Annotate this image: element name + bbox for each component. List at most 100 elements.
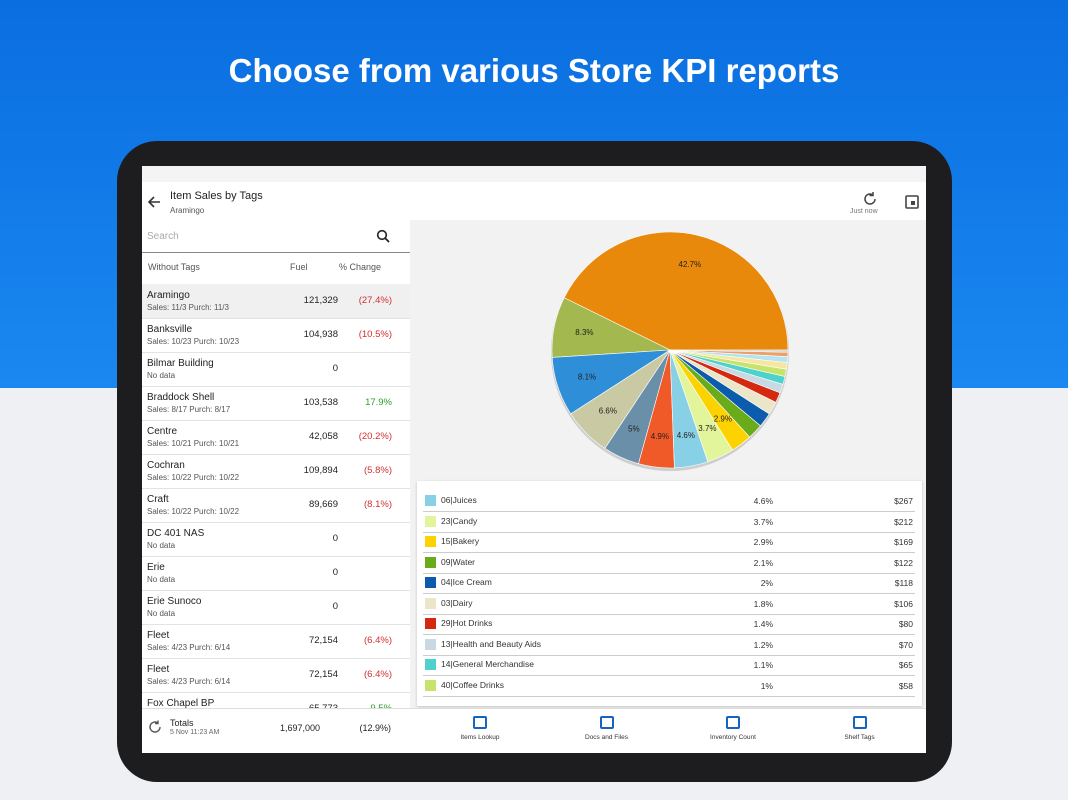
store-detail: No data bbox=[147, 371, 176, 380]
legend-name: 40|Coffee Drinks bbox=[441, 679, 504, 690]
store-fuel: 72,154 bbox=[308, 635, 338, 646]
search-placeholder: Search bbox=[147, 231, 179, 242]
store-row[interactable]: DC 401 NAS No data 0 bbox=[142, 522, 410, 557]
store-row[interactable]: Bilmar Building No data 0 bbox=[142, 352, 410, 387]
legend-percent: 1.1% bbox=[753, 660, 773, 670]
store-row[interactable]: Cochran Sales: 10/22 Purch: 10/22 109,894 (… bbox=[142, 454, 410, 489]
store-change: (20.2%) bbox=[358, 431, 392, 442]
store-row[interactable]: Centre Sales: 10/21 Purch: 10/21 42,058 (20… bbox=[142, 420, 410, 455]
store-fuel: 104,938 bbox=[303, 329, 338, 340]
legend-percent: 2.9% bbox=[753, 537, 773, 547]
back-button[interactable] bbox=[146, 194, 162, 210]
column-header[interactable]: Without Tags bbox=[148, 262, 200, 272]
slice-label: 8.3% bbox=[575, 328, 593, 337]
column-header[interactable]: % Change bbox=[339, 262, 382, 272]
nav-label[interactable]: Inventory Count bbox=[710, 734, 756, 741]
legend-table: 06|Juices 4.6% $267 23|Candy 3.7% $212 15|Bake… bbox=[417, 481, 922, 706]
store-fuel: 0 bbox=[332, 567, 338, 578]
store-row[interactable]: Craft Sales: 10/22 Purch: 10/22 89,669 (8.1… bbox=[142, 488, 410, 523]
nav-icon[interactable] bbox=[473, 716, 487, 729]
nav-label[interactable]: Shelf Tags bbox=[844, 734, 875, 741]
nav-label[interactable]: Docs and Files bbox=[585, 734, 628, 741]
search-icon[interactable] bbox=[376, 229, 390, 243]
nav-icon[interactable] bbox=[852, 716, 867, 729]
pie-slice bbox=[563, 231, 789, 351]
store-name: Erie Sunoco bbox=[147, 596, 202, 607]
legend-name: 13|Health and Beauty Aids bbox=[441, 638, 542, 649]
store-change: (8.1%) bbox=[364, 499, 392, 510]
legend-swatch bbox=[425, 495, 436, 506]
legend-swatch bbox=[425, 659, 436, 670]
refresh-button[interactable] bbox=[862, 191, 878, 207]
legend-amount: $267 bbox=[894, 496, 913, 506]
store-row[interactable]: Erie Sunoco No data 0 bbox=[142, 590, 410, 625]
legend-percent: 1% bbox=[760, 680, 773, 691]
legend-amount: $169 bbox=[894, 537, 913, 547]
totals-date: 5 Nov 11:23 AM bbox=[170, 729, 220, 736]
store-name: Fleet bbox=[147, 664, 170, 675]
store-detail: Sales: 4/23 Purch: 6/14 bbox=[147, 643, 231, 652]
legend-row: 40|Coffee Drinks 1% $58 bbox=[423, 676, 915, 697]
legend-row: 06|Juices 4.6% $267 bbox=[423, 491, 915, 512]
store-fuel: 0 bbox=[332, 533, 338, 544]
store-fuel: 109,894 bbox=[303, 465, 338, 476]
legend-name: 04|Ice Cream bbox=[441, 577, 492, 587]
store-list: Aramingo Sales: 11/3 Purch: 11/3 121,329 (2… bbox=[142, 284, 410, 708]
store-detail: No data bbox=[147, 575, 176, 584]
calendar-button[interactable] bbox=[903, 193, 921, 211]
legend-row: 29|Hot Drinks 1.4% $80 bbox=[423, 614, 915, 635]
status-bar bbox=[142, 166, 926, 182]
store-row[interactable]: Banksville Sales: 10/23 Purch: 10/23 104,9… bbox=[142, 318, 410, 353]
store-detail: Sales: 4/23 Purch: 6/14 bbox=[147, 677, 231, 686]
totals-label: Totals bbox=[170, 718, 194, 728]
legend-amount: $106 bbox=[894, 598, 913, 609]
store-change: 9.5% bbox=[342, 703, 392, 708]
store-row[interactable]: Fleet Sales: 4/23 Purch: 6/14 72,154 (6.4%) bbox=[142, 658, 410, 693]
legend-percent: 1.4% bbox=[753, 619, 773, 629]
store-detail: No data bbox=[147, 609, 176, 618]
banner-title: Choose from various Store KPI reports bbox=[228, 52, 840, 89]
store-row[interactable]: Braddock Shell Sales: 8/17 Purch: 8/17 103… bbox=[142, 386, 410, 421]
store-name: Cochran bbox=[147, 460, 185, 471]
legend-amount: $58 bbox=[898, 680, 913, 691]
search-box[interactable] bbox=[142, 220, 410, 253]
legend-percent: 2.1% bbox=[753, 557, 773, 568]
store-row[interactable]: Fox Chapel BP 65,773 9.5% bbox=[142, 692, 410, 708]
store-change: (6.4%) bbox=[364, 635, 392, 646]
nav-icon[interactable] bbox=[726, 716, 740, 729]
nav-label[interactable]: Items Lookup bbox=[460, 734, 500, 741]
nav-icon[interactable] bbox=[599, 716, 614, 729]
legend-name: 23|Candy bbox=[441, 515, 478, 526]
store-fuel: 65,773 bbox=[278, 703, 338, 708]
header-title: Item Sales by Tags bbox=[170, 190, 263, 202]
store-fuel: 103,538 bbox=[303, 397, 338, 408]
totals-refresh[interactable] bbox=[148, 720, 162, 734]
store-detail: Sales: 8/17 Purch: 8/17 bbox=[147, 405, 231, 414]
store-name: Aramingo bbox=[147, 290, 190, 301]
legend-amount: $118 bbox=[894, 578, 913, 588]
header-subtitle: Aramingo bbox=[170, 206, 205, 215]
legend-percent: 3.7% bbox=[753, 516, 773, 527]
slice-label: 4.6% bbox=[677, 431, 695, 440]
legend-swatch bbox=[425, 577, 436, 588]
legend-name: 03|Dairy bbox=[441, 597, 473, 608]
slice-label: 5% bbox=[628, 425, 640, 434]
store-change: (5.8%) bbox=[364, 465, 392, 476]
legend-name: 06|Juices bbox=[441, 495, 477, 505]
pie-chart: 42.7% 8.3% 8.1% 6.6% 5% 4.9% 4.6%3.7%2.9% bbox=[551, 231, 789, 471]
store-detail: Sales: 10/22 Purch: 10/22 bbox=[147, 473, 240, 482]
store-fuel: 0 bbox=[332, 363, 338, 374]
column-header[interactable]: Fuel bbox=[290, 262, 308, 272]
store-row[interactable]: Fleet Sales: 4/23 Purch: 6/14 72,154 (6.4%) bbox=[142, 624, 410, 659]
legend-name: 09|Water bbox=[441, 556, 476, 567]
legend-row: 14|General Merchandise 1.1% $65 bbox=[423, 655, 915, 676]
legend-name: 29|Hot Drinks bbox=[441, 618, 493, 628]
store-row[interactable]: Aramingo Sales: 11/3 Purch: 11/3 121,329 (2… bbox=[142, 284, 410, 319]
legend-row: 03|Dairy 1.8% $106 bbox=[423, 594, 915, 615]
store-name: Centre bbox=[147, 426, 178, 437]
legend-percent: 4.6% bbox=[753, 496, 773, 506]
refresh-label: Just now bbox=[850, 208, 878, 215]
store-row[interactable]: Erie No data 0 bbox=[142, 556, 410, 591]
store-detail: No data bbox=[147, 541, 176, 550]
